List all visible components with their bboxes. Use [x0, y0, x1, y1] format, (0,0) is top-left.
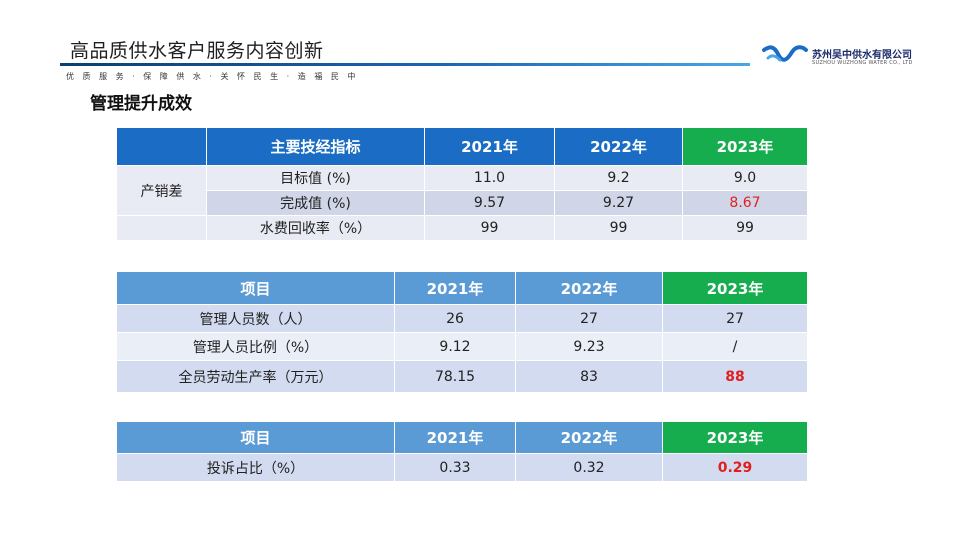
header-cell-2022: 2022年 [554, 127, 683, 166]
row-label: 水费回收率（%） [206, 215, 425, 241]
company-name-english: SUZHOU WUZHONG WATER CO., LTD [812, 60, 913, 66]
row-label: 投诉占比（%） [116, 453, 395, 482]
row-label: 目标值 (%) [206, 165, 425, 191]
value-cell: 0.33 [394, 453, 516, 482]
header-cell-2021: 2021年 [394, 271, 516, 305]
management-table: 项目 2021年 2022年 2023年 管理人员数（人） 26 27 27 管… [116, 271, 808, 393]
value-cell: 9.0 [682, 165, 808, 191]
header-cell-2022: 2022年 [515, 271, 663, 305]
complaint-table: 项目 2021年 2022年 2023年 投诉占比（%） 0.33 0.32 0… [116, 421, 808, 482]
header-cell-empty [116, 127, 207, 166]
table-header-row: 项目 2021年 2022年 2023年 [116, 421, 808, 454]
value-cell: 11.0 [424, 165, 555, 191]
value-cell: 27 [515, 304, 663, 333]
value-cell: 99 [682, 215, 808, 241]
value-cell-highlight: 8.67 [682, 190, 808, 216]
table-row: 投诉占比（%） 0.33 0.32 0.29 [116, 453, 808, 482]
value-cell: 27 [662, 304, 808, 333]
empty-cell [116, 215, 207, 241]
row-label: 管理人员数（人） [116, 304, 395, 333]
table-row: 水费回收率（%） 99 99 99 [116, 215, 808, 241]
page-header-title: 高品质供水客户服务内容创新 [70, 40, 324, 62]
header-cell-indicator: 主要技经指标 [206, 127, 425, 166]
table-header-row: 主要技经指标 2021年 2022年 2023年 [116, 127, 808, 166]
header-cell-2022: 2022年 [515, 421, 663, 454]
table-header-row: 项目 2021年 2022年 2023年 [116, 271, 808, 305]
value-cell-highlight: 0.29 [662, 453, 808, 482]
header-cell-2023: 2023年 [682, 127, 808, 166]
value-cell: 9.2 [554, 165, 683, 191]
value-cell: 99 [554, 215, 683, 241]
table-row: 管理人员比例（%） 9.12 9.23 / [116, 332, 808, 361]
header-cell-item: 项目 [116, 271, 395, 305]
company-name: 苏州吴中供水有限公司 [812, 50, 912, 61]
table-row: 管理人员数（人） 26 27 27 [116, 304, 808, 333]
value-cell: 9.27 [554, 190, 683, 216]
value-cell: 9.12 [394, 332, 516, 361]
row-label: 管理人员比例（%） [116, 332, 395, 361]
value-cell: 26 [394, 304, 516, 333]
header-cell-2023: 2023年 [662, 271, 808, 305]
value-cell: 99 [424, 215, 555, 241]
wave-logo-icon [762, 45, 808, 62]
value-cell: 0.32 [515, 453, 663, 482]
header-cell-2023: 2023年 [662, 421, 808, 454]
header-cell-2021: 2021年 [394, 421, 516, 454]
value-cell: / [662, 332, 808, 361]
value-cell-highlight: 88 [662, 360, 808, 393]
value-cell: 9.23 [515, 332, 663, 361]
header-slogan: 优 质 服 务 · 保 障 供 水 · 关 怀 民 生 · 造 福 民 中 [66, 72, 359, 81]
company-logo: 苏州吴中供水有限公司 SUZHOU WUZHONG WATER CO., LTD [762, 42, 922, 72]
table-row: 完成值 (%) 9.57 9.27 8.67 [117, 190, 808, 216]
table-row: 全员劳动生产率（万元） 78.15 83 88 [116, 360, 808, 393]
section-title: 管理提升成效 [90, 94, 192, 114]
value-cell: 9.57 [424, 190, 555, 216]
group-label-cell: 产销差 [116, 165, 207, 216]
header-cell-item: 项目 [116, 421, 395, 454]
row-label: 完成值 (%) [206, 190, 425, 216]
value-cell: 83 [515, 360, 663, 393]
technical-indicators-table: 主要技经指标 2021年 2022年 2023年 产销差 目标值 (%) 11.… [116, 127, 808, 241]
header-divider [60, 63, 750, 66]
value-cell: 78.15 [394, 360, 516, 393]
row-label: 全员劳动生产率（万元） [116, 360, 395, 393]
table-row: 产销差 目标值 (%) 11.0 9.2 9.0 [116, 165, 808, 216]
header-cell-2021: 2021年 [424, 127, 555, 166]
